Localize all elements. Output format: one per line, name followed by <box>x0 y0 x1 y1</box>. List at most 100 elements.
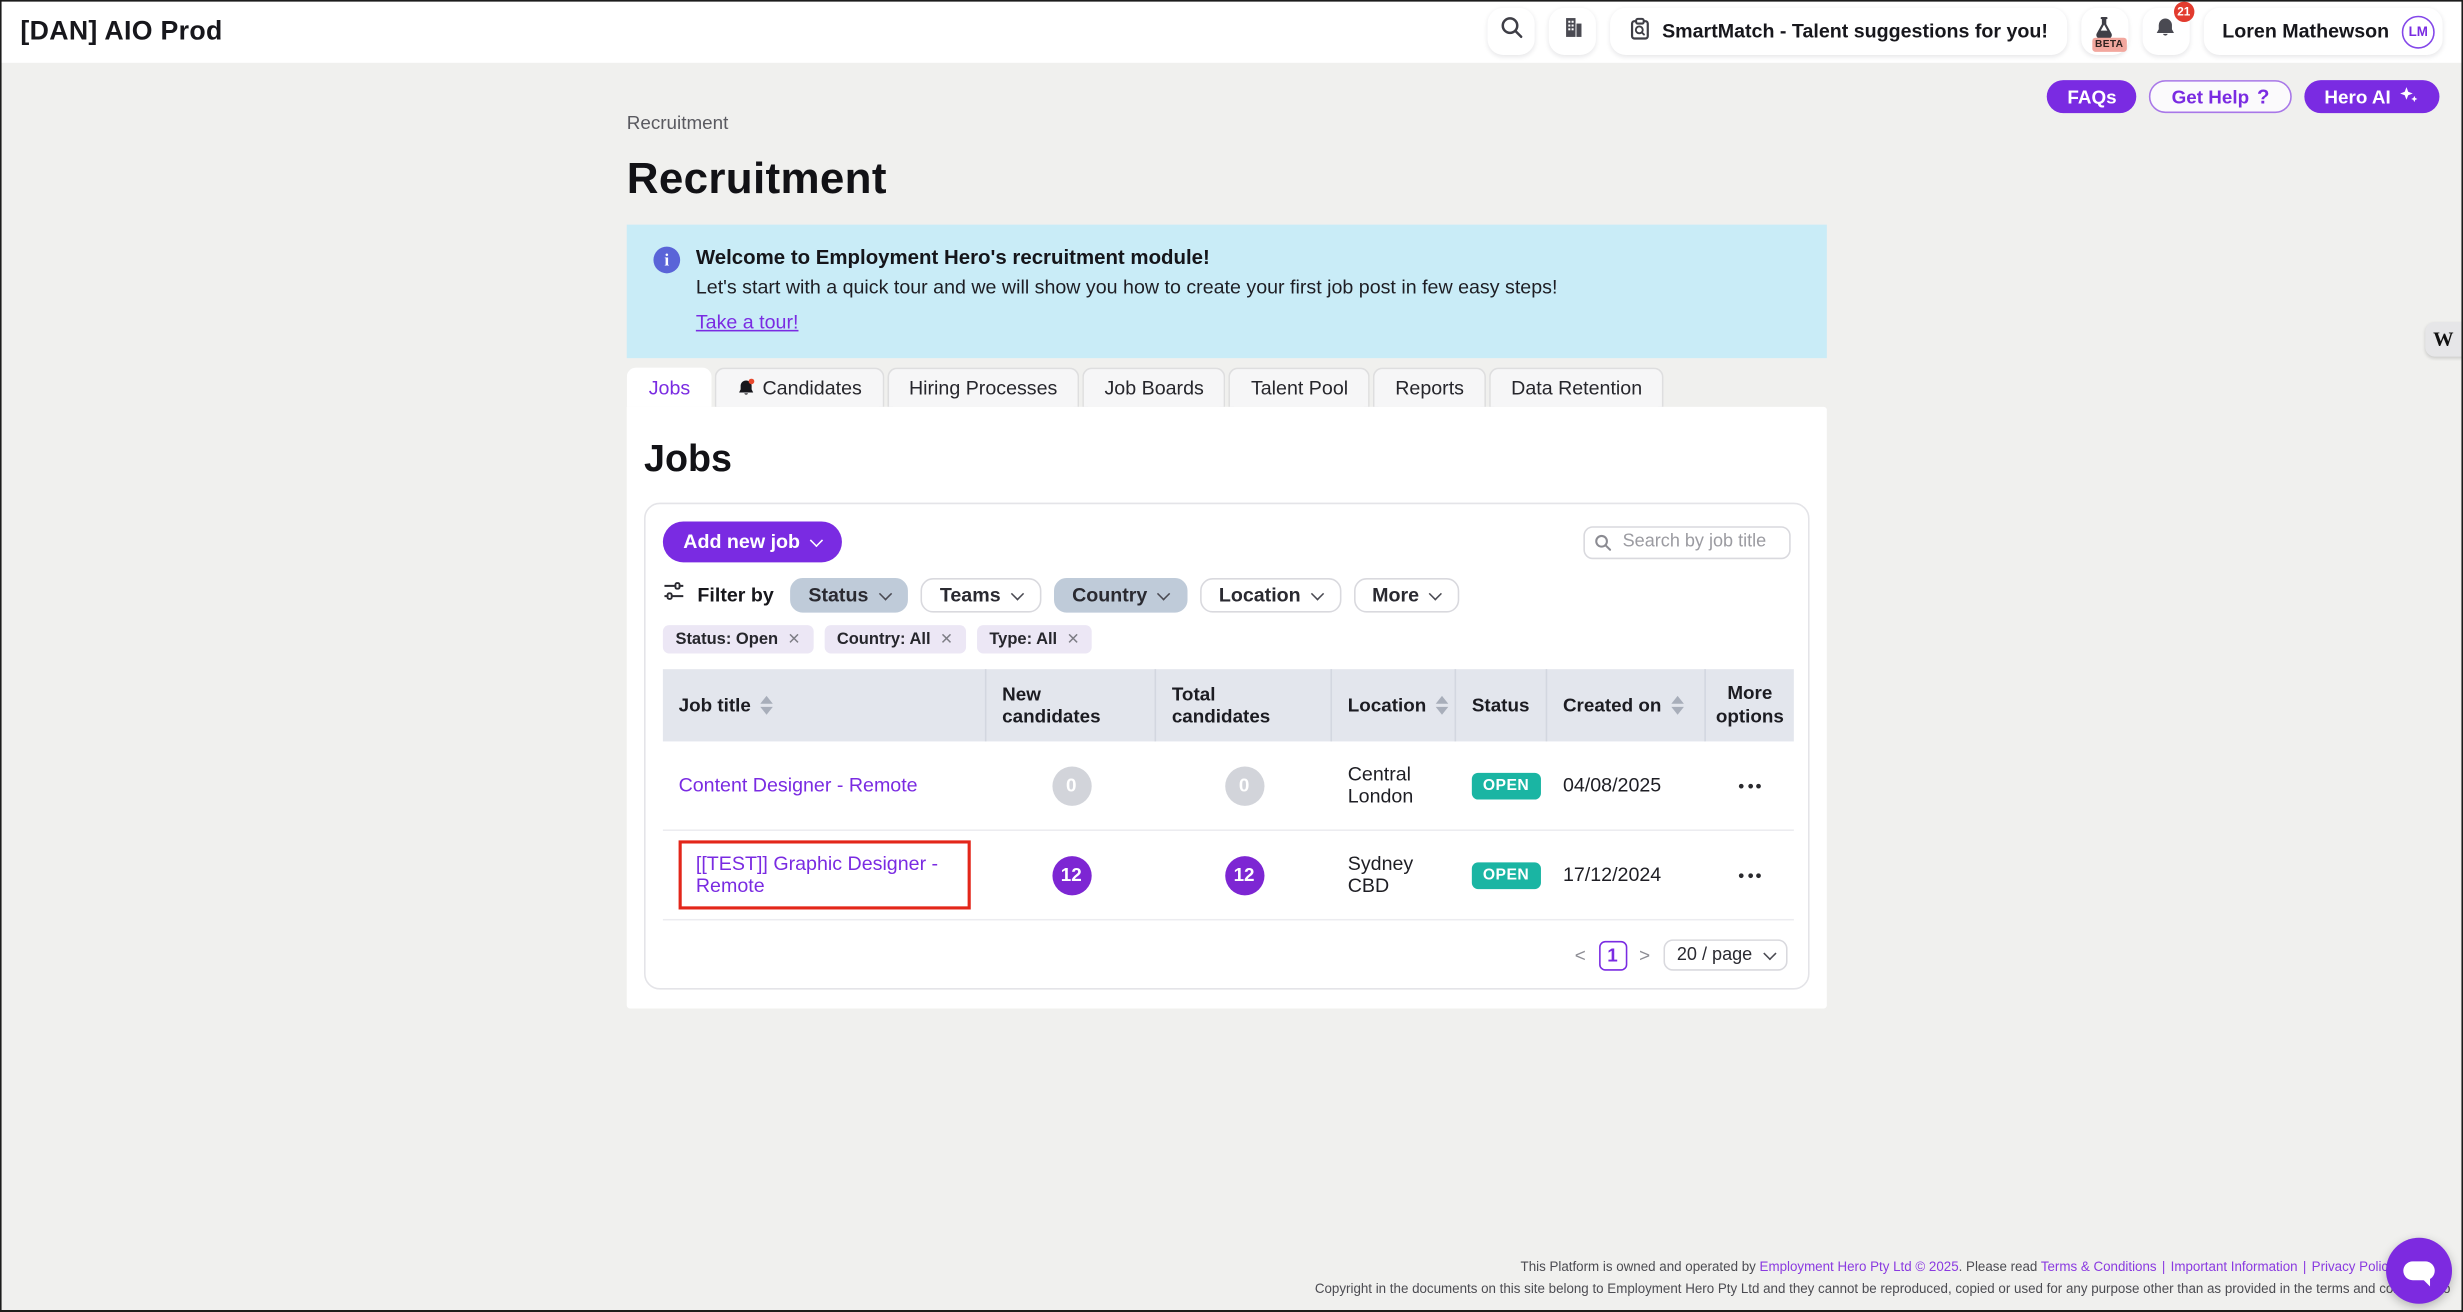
tab-label: Job Boards <box>1104 376 1204 399</box>
sparkles-icon <box>2399 84 2419 109</box>
current-page[interactable]: 1 <box>1598 940 1627 970</box>
filter-label: Status <box>808 584 869 607</box>
topbar-actions: SmartMatch - Talent suggestions for you!… <box>1487 1 2443 55</box>
filter-country[interactable]: Country <box>1053 578 1188 613</box>
tab-hiring-processes[interactable]: Hiring Processes <box>886 367 1080 407</box>
prev-page-button[interactable]: < <box>1574 944 1586 967</box>
chevron-down-icon <box>1158 586 1171 600</box>
search-icon <box>1500 16 1524 47</box>
column-created-on[interactable]: Created on <box>1547 669 1706 742</box>
search-job-title-input[interactable] <box>1583 525 1791 559</box>
tab-job-boards[interactable]: Job Boards <box>1082 367 1226 407</box>
table-row: Content Designer - Remote 0 0 Central Lo… <box>662 741 1794 831</box>
chevron-down-icon <box>810 533 824 546</box>
search-icon <box>1595 534 1612 551</box>
filter-label: More <box>1372 584 1420 607</box>
info-icon: i <box>653 246 681 274</box>
tab-label: Candidates <box>762 376 862 399</box>
company-link[interactable]: Employment Hero Pty Ltd © 2025 <box>1759 1257 1959 1274</box>
breadcrumb[interactable]: Recruitment <box>626 111 729 134</box>
banner-title: Welcome to Employment Hero's recruitment… <box>695 245 1210 269</box>
new-candidates-badge: 12 <box>1051 855 1091 895</box>
footer: This Platform is owned and operated by E… <box>1315 1254 2451 1299</box>
chip-status-open[interactable]: Status: Open ✕ <box>662 625 814 654</box>
get-help-button[interactable]: Get Help ? <box>2149 80 2292 114</box>
column-job-title[interactable]: Job title <box>663 669 987 742</box>
jobs-heading: Jobs <box>644 438 733 481</box>
filter-status[interactable]: Status <box>789 578 909 613</box>
footer-line-1: This Platform is owned and operated by E… <box>1315 1254 2451 1277</box>
tab-candidates[interactable]: Candidates <box>715 367 884 407</box>
banner-content: Welcome to Employment Hero's recruitment… <box>696 245 1558 336</box>
chevron-down-icon <box>879 586 892 600</box>
sort-icon[interactable] <box>1435 695 1449 715</box>
chevron-down-icon <box>1011 586 1024 600</box>
job-title-link[interactable]: [[TEST]] Graphic Designer - Remote <box>695 852 939 897</box>
column-more-options: More options <box>1706 669 1794 741</box>
terms-link[interactable]: Terms & Conditions <box>2040 1257 2157 1274</box>
sort-icon[interactable] <box>1670 695 1684 715</box>
column-total-candidates: Total candidates <box>1156 669 1333 742</box>
organisation-button[interactable] <box>1548 7 1597 55</box>
filter-label: Teams <box>939 584 1001 607</box>
separator: | <box>2302 1257 2307 1274</box>
clipboard-search-icon <box>1629 17 1651 45</box>
jobs-toolbar: Add new job <box>662 521 1791 563</box>
created-on-cell: 04/08/2025 <box>1562 774 1662 797</box>
notifications-button[interactable]: 21 <box>2142 1 2194 55</box>
labs-button[interactable]: BETA <box>2080 7 2129 55</box>
candidates-bell-icon <box>737 378 755 398</box>
top-bar: [DAN] AIO Prod SmartMatch - Talent sugge… <box>0 0 2463 63</box>
user-name: Loren Mathewson <box>2222 20 2390 43</box>
close-icon[interactable]: ✕ <box>1066 630 1080 648</box>
footer-text: This Platform is owned and operated by <box>1520 1257 1756 1274</box>
faqs-label: FAQs <box>2067 85 2117 108</box>
column-label: Job title <box>678 694 751 717</box>
sort-icon[interactable] <box>760 695 773 715</box>
extension-flyout-tab[interactable]: W <box>2425 322 2463 357</box>
tab-bar: Jobs Candidates Hiring Processes Job Boa… <box>626 367 1827 407</box>
page-size-select[interactable]: 20 / page <box>1662 939 1788 971</box>
faqs-button[interactable]: FAQs <box>2046 80 2138 114</box>
help-buttons: FAQs Get Help ? Hero AI <box>2046 80 2440 114</box>
close-icon[interactable]: ✕ <box>940 630 954 648</box>
chip-country-all[interactable]: Country: All ✕ <box>824 625 966 654</box>
add-new-job-button[interactable]: Add new job <box>662 521 842 563</box>
highlight-annotation-box: [[TEST]] Graphic Designer - Remote <box>678 840 971 910</box>
close-icon[interactable]: ✕ <box>787 630 801 648</box>
filter-teams[interactable]: Teams <box>921 578 1041 613</box>
take-a-tour-link[interactable]: Take a tour! <box>695 311 799 334</box>
chevron-down-icon <box>1763 946 1776 959</box>
filter-sliders-icon <box>663 581 685 609</box>
more-options-button[interactable] <box>1722 872 1779 878</box>
column-label: Total candidates <box>1171 683 1271 728</box>
table-row: [[TEST]] Graphic Designer - Remote 12 12… <box>662 831 1794 921</box>
tab-talent-pool[interactable]: Talent Pool <box>1228 367 1371 407</box>
job-title-link[interactable]: Content Designer - Remote <box>678 774 918 797</box>
search-button[interactable] <box>1487 7 1535 55</box>
jobs-card: Add new job Filter by Status Teams <box>644 502 1810 990</box>
tab-data-retention[interactable]: Data Retention <box>1489 367 1665 407</box>
chat-widget-button[interactable] <box>2386 1237 2453 1303</box>
filter-more[interactable]: More <box>1353 578 1460 613</box>
filter-location[interactable]: Location <box>1199 578 1341 613</box>
column-location[interactable]: Location <box>1332 669 1457 742</box>
question-mark-icon: ? <box>2256 84 2270 109</box>
privacy-link[interactable]: Privacy Policy <box>2311 1257 2395 1274</box>
hero-ai-button[interactable]: Hero AI <box>2303 80 2440 114</box>
next-page-button[interactable]: > <box>1639 944 1651 967</box>
more-options-button[interactable] <box>1722 783 1779 788</box>
page-title: Recruitment <box>626 153 887 203</box>
column-label: Status <box>1471 694 1530 717</box>
tab-label: Talent Pool <box>1250 376 1349 399</box>
user-menu[interactable]: Loren Mathewson LM <box>2203 7 2443 55</box>
important-info-link[interactable]: Important Information <box>2170 1257 2298 1274</box>
notification-count-badge: 21 <box>2173 1 2194 22</box>
chip-type-all[interactable]: Type: All ✕ <box>976 625 1093 654</box>
beta-badge: BETA <box>2091 37 2127 52</box>
tab-jobs[interactable]: Jobs <box>626 367 713 407</box>
main-content: Recruitment Recruitment i Welcome to Emp… <box>626 111 1827 1009</box>
jobs-panel: Jobs Add new job Filter <box>626 406 1827 1009</box>
tab-reports[interactable]: Reports <box>1373 367 1487 407</box>
smartmatch-button[interactable]: SmartMatch - Talent suggestions for you! <box>1610 7 2067 55</box>
